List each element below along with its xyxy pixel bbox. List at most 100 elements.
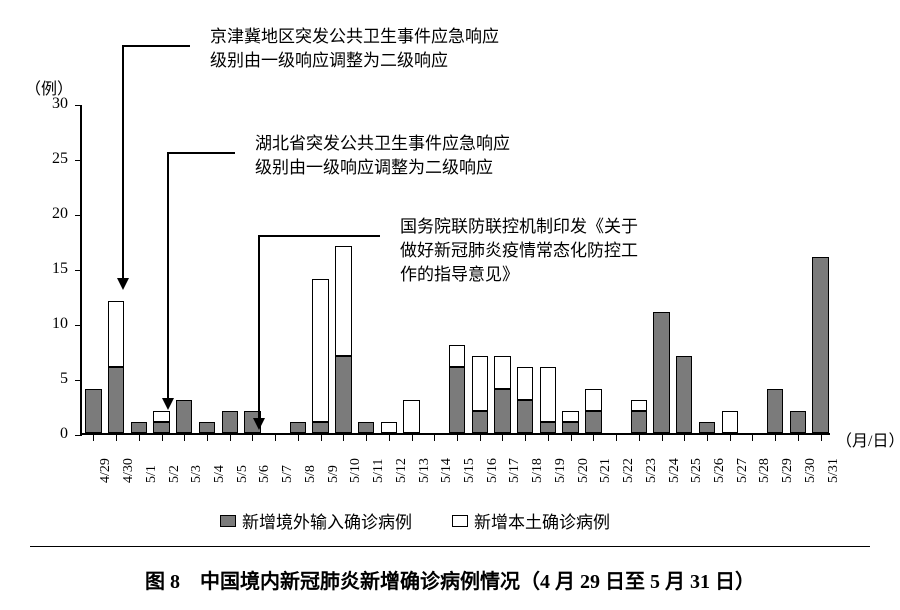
x-tick-label: 5/14 xyxy=(439,458,455,483)
x-tick xyxy=(343,435,344,441)
legend-swatch xyxy=(220,515,236,527)
y-tick xyxy=(75,215,82,216)
x-tick-label: 5/19 xyxy=(553,458,569,483)
bar-segment xyxy=(312,422,328,433)
legend-item: 新增本土确诊病例 xyxy=(452,508,610,533)
annotation-text: 京津冀地区突发公共卫生事件应急响应级别由一级响应调整为二级响应 xyxy=(210,25,499,73)
x-tick-label: 5/12 xyxy=(394,458,410,483)
arrow-segment xyxy=(122,45,190,47)
x-tick xyxy=(457,435,458,441)
x-tick-label: 5/30 xyxy=(803,458,819,483)
x-tick xyxy=(525,435,526,441)
x-tick-label: 4/29 xyxy=(98,458,114,483)
x-tick xyxy=(116,435,117,441)
bar-segment xyxy=(631,400,647,411)
annotation-text: 湖北省突发公共卫生事件应急响应级别由一级响应调整为二级响应 xyxy=(255,132,510,180)
figure-caption: 图 8 中国境内新冠肺炎新增确诊病例情况（4 月 29 日至 5 月 31 日） xyxy=(0,565,900,594)
x-tick-label: 5/20 xyxy=(576,458,592,483)
y-tick xyxy=(75,380,82,381)
x-tick-label: 5/17 xyxy=(507,458,523,483)
x-axis-label: （月/日） xyxy=(836,427,900,451)
bar-segment xyxy=(767,389,783,433)
x-tick xyxy=(321,435,322,441)
y-tick xyxy=(75,325,82,326)
y-axis-label: （例） xyxy=(25,75,73,99)
bar-segment xyxy=(108,301,124,367)
x-tick xyxy=(275,435,276,441)
bar-segment xyxy=(449,367,465,433)
bar-segment xyxy=(676,356,692,433)
arrow-head-icon xyxy=(253,418,265,430)
x-tick xyxy=(798,435,799,441)
x-tick xyxy=(548,435,549,441)
y-tick xyxy=(75,160,82,161)
y-tick-label: 0 xyxy=(28,425,68,443)
bar-segment xyxy=(335,246,351,356)
bar-segment xyxy=(494,389,510,433)
x-tick xyxy=(571,435,572,441)
y-tick-label: 25 xyxy=(28,150,68,168)
x-tick-label: 5/28 xyxy=(757,458,773,483)
y-tick-label: 5 xyxy=(28,370,68,388)
x-tick-label: 5/26 xyxy=(712,458,728,483)
bar-segment xyxy=(562,411,578,422)
x-tick-label: 5/3 xyxy=(189,465,205,483)
x-tick-label: 4/30 xyxy=(121,458,137,483)
bar-segment xyxy=(403,400,419,433)
x-tick xyxy=(298,435,299,441)
x-tick-label: 5/11 xyxy=(371,459,387,483)
bar-segment xyxy=(358,422,374,433)
bar-segment xyxy=(517,367,533,400)
x-tick-label: 5/5 xyxy=(235,465,251,483)
legend-label: 新增本土确诊病例 xyxy=(474,508,610,533)
x-tick-label: 5/2 xyxy=(167,465,183,483)
x-tick-label: 5/13 xyxy=(417,458,433,483)
bar-segment xyxy=(335,356,351,433)
x-tick xyxy=(412,435,413,441)
x-tick-label: 5/6 xyxy=(257,465,273,483)
annotation-text: 国务院联防联控机制印发《关于做好新冠肺炎疫情常态化防控工作的指导意见》 xyxy=(400,215,638,286)
x-tick xyxy=(707,435,708,441)
y-tick xyxy=(75,105,82,106)
legend-swatch xyxy=(452,515,468,527)
y-tick xyxy=(75,435,82,436)
x-tick xyxy=(730,435,731,441)
arrow-segment xyxy=(258,235,380,237)
x-tick-label: 5/15 xyxy=(462,458,478,483)
bar-segment xyxy=(631,411,647,433)
x-tick xyxy=(775,435,776,441)
legend-item: 新增境外输入确诊病例 xyxy=(220,508,412,533)
bar-segment xyxy=(108,367,124,433)
bar-segment xyxy=(472,356,488,411)
x-tick-label: 5/10 xyxy=(348,458,364,483)
x-tick xyxy=(207,435,208,441)
chart-container: 0510152025304/294/305/15/25/35/45/55/65/… xyxy=(0,0,900,610)
x-tick xyxy=(184,435,185,441)
x-tick-label: 5/9 xyxy=(326,465,342,483)
x-tick xyxy=(684,435,685,441)
bar-segment xyxy=(153,422,169,433)
y-tick xyxy=(75,270,82,271)
y-tick-label: 20 xyxy=(28,205,68,223)
x-tick xyxy=(821,435,822,441)
x-tick xyxy=(162,435,163,441)
x-tick xyxy=(662,435,663,441)
x-tick xyxy=(502,435,503,441)
bar-segment xyxy=(290,422,306,433)
bar-segment xyxy=(812,257,828,433)
bar-segment xyxy=(494,356,510,389)
bar-segment xyxy=(540,367,556,422)
arrow-segment xyxy=(122,45,124,280)
y-tick-label: 15 xyxy=(28,260,68,278)
x-tick xyxy=(639,435,640,441)
bar-segment xyxy=(312,279,328,422)
x-tick xyxy=(252,435,253,441)
bar-segment xyxy=(381,422,397,433)
bar-segment xyxy=(131,422,147,433)
x-tick-label: 5/4 xyxy=(212,465,228,483)
bar-segment xyxy=(540,422,556,433)
x-tick-label: 5/24 xyxy=(667,458,683,483)
caption-rule xyxy=(30,546,870,547)
x-tick xyxy=(93,435,94,441)
x-tick xyxy=(480,435,481,441)
